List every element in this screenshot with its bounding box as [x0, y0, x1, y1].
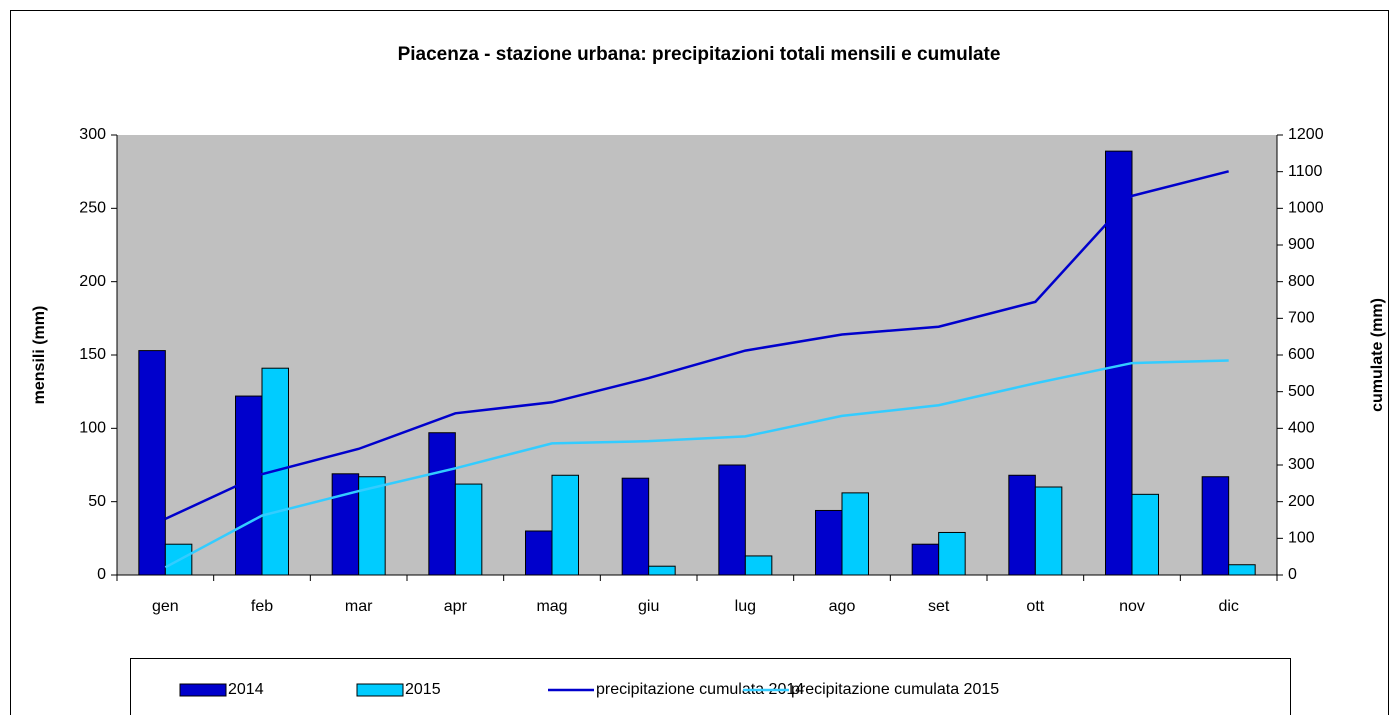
- bar: [744, 555, 773, 576]
- plot-area: [117, 135, 1277, 575]
- bar: [358, 476, 386, 576]
- y-axis-title: mensili (mm): [31, 306, 48, 405]
- y-tick-label: 0: [97, 566, 106, 583]
- bar: [1008, 474, 1036, 576]
- y-tick-label: 200: [79, 273, 106, 290]
- bar: [718, 464, 746, 576]
- y2-tick-label: 200: [1288, 493, 1315, 510]
- legend-label: 2014: [228, 681, 264, 698]
- x-tick-label: lug: [735, 598, 756, 615]
- y2-tick-label: 1000: [1288, 200, 1324, 217]
- bar: [428, 432, 456, 576]
- y-tick-label: 250: [79, 200, 106, 217]
- y-tick-label: 150: [79, 346, 106, 363]
- bar: [621, 477, 650, 576]
- y2-tick-label: 800: [1288, 273, 1315, 290]
- legend-label: precipitazione cumulata 2015: [791, 681, 999, 698]
- x-tick-label: mar: [345, 598, 373, 615]
- line-series: [164, 359, 1229, 569]
- x-tick-label: nov: [1119, 598, 1145, 615]
- y2-tick-label: 600: [1288, 346, 1315, 363]
- bar: [938, 531, 966, 576]
- y2-tick-label: 1100: [1288, 163, 1323, 180]
- chart-title: Piacenza - stazione urbana: precipitazio…: [398, 44, 1001, 65]
- legend-box: [130, 658, 1291, 715]
- bar: [331, 473, 360, 576]
- bar: [1131, 493, 1159, 576]
- bar: [841, 492, 869, 576]
- y2-tick-label: 700: [1288, 310, 1315, 327]
- legend-label: 2015: [405, 681, 441, 698]
- x-tick-label: giu: [638, 598, 659, 615]
- x-tick-label: dic: [1218, 598, 1238, 615]
- x-tick-label: mag: [536, 598, 567, 615]
- y2-tick-label: 0: [1288, 566, 1297, 583]
- bar: [911, 543, 940, 576]
- x-tick-label: gen: [152, 598, 179, 615]
- x-tick-label: set: [928, 598, 950, 615]
- bar: [551, 474, 579, 576]
- bar: [648, 565, 676, 576]
- x-tick-label: feb: [251, 598, 273, 615]
- y2-tick-label: 500: [1288, 383, 1315, 400]
- bar: [1034, 486, 1063, 576]
- bar: [815, 509, 843, 576]
- bar: [1201, 476, 1230, 576]
- x-tick-label: ago: [829, 598, 856, 615]
- bar: [138, 350, 166, 576]
- x-tick-label: apr: [444, 598, 468, 615]
- y2-tick-label: 400: [1288, 420, 1315, 437]
- legend-label: precipitazione cumulata 2014: [596, 681, 804, 698]
- y2-tick-label: 1200: [1288, 126, 1324, 143]
- y2-axis-title: cumulate (mm): [1369, 298, 1386, 412]
- legend-swatch: [356, 683, 404, 697]
- bar: [525, 530, 553, 576]
- y-tick-label: 50: [88, 493, 106, 510]
- x-tick-label: ott: [1026, 598, 1044, 615]
- bar: [1228, 564, 1256, 576]
- y2-tick-label: 900: [1288, 236, 1315, 253]
- legend-swatch: [179, 683, 227, 697]
- line-series: [164, 170, 1229, 521]
- y-tick-label: 100: [79, 420, 106, 437]
- y2-tick-label: 100: [1288, 530, 1315, 547]
- y2-tick-label: 300: [1288, 456, 1315, 473]
- y-tick-label: 300: [79, 126, 106, 143]
- bar: [454, 483, 483, 576]
